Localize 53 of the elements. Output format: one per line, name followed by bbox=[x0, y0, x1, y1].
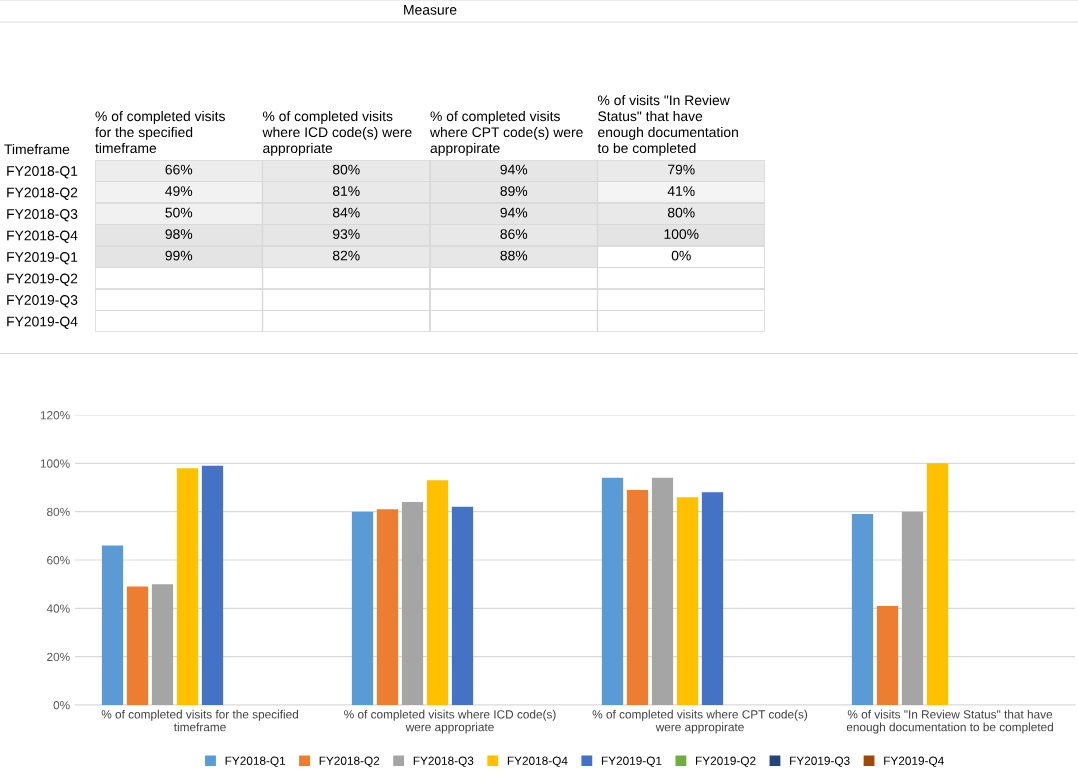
y-tick-label: FY2018-Q3 bbox=[7, 209, 78, 222]
data-label: 41% bbox=[667, 186, 695, 196]
data-label: 50% bbox=[165, 207, 193, 218]
data-label: 100% bbox=[664, 229, 699, 239]
x-tick-label: % of completed visits for the specified timeframe bbox=[95, 110, 225, 154]
data-label: 94% bbox=[500, 164, 528, 175]
data-label: 93% bbox=[333, 229, 360, 239]
y-tick-label: 120% bbox=[40, 411, 70, 420]
data-label: 89% bbox=[500, 186, 528, 196]
data-label: 66% bbox=[165, 164, 193, 175]
y-axis-title: Timeframe bbox=[4, 144, 70, 155]
legend-label: FY2019-Q1 bbox=[601, 756, 662, 768]
y-tick-label: FY2019-Q3 bbox=[7, 295, 78, 308]
data-label: 82% bbox=[332, 250, 360, 261]
y-tick-label: FY2018-Q2 bbox=[7, 187, 78, 200]
data-label: 0% bbox=[671, 250, 691, 261]
legend-label: FY2019-Q2 bbox=[696, 756, 756, 768]
y-tick-label: 100% bbox=[40, 459, 70, 468]
y-tick-label: FY2019-Q2 bbox=[7, 273, 78, 286]
y-tick-label: FY2019-Q4 bbox=[7, 316, 78, 329]
data-label: 88% bbox=[500, 250, 528, 261]
data-label: 81% bbox=[332, 186, 360, 196]
data-label: 94% bbox=[500, 207, 528, 218]
legend-label: FY2019-Q3 bbox=[790, 756, 850, 768]
data-label: 49% bbox=[165, 186, 193, 196]
y-tick-label: 80% bbox=[47, 507, 70, 517]
x-tick-label: % of completed visits where ICD code(s) were appropriate bbox=[262, 110, 412, 156]
data-label: 80% bbox=[332, 164, 360, 175]
legend-label: FY2018-Q1 bbox=[225, 756, 286, 768]
data-label: 86% bbox=[500, 229, 528, 239]
x-tick-label: % of completed visits where CPT code(s) were appropirate bbox=[592, 709, 808, 734]
y-tick-label: FY2018-Q4 bbox=[7, 230, 78, 243]
chart-title: Measure bbox=[404, 5, 457, 15]
x-tick-label: % of visits "In Review Status" that have enough documentation to be completed bbox=[846, 709, 1053, 734]
y-tick-label: FY2019-Q1 bbox=[7, 252, 78, 265]
legend-label: FY2019-Q4 bbox=[884, 756, 944, 768]
data-label: 80% bbox=[667, 207, 695, 218]
data-label: 98% bbox=[165, 229, 193, 239]
data-label: 84% bbox=[332, 207, 360, 218]
y-tick-label: 20% bbox=[47, 652, 70, 662]
legend-label: FY2018-Q3 bbox=[413, 756, 474, 768]
legend-label: FY2018-Q2 bbox=[319, 756, 380, 768]
y-tick-label: 40% bbox=[46, 604, 70, 613]
x-tick-label: % of completed visits for the specified timeframe bbox=[101, 709, 298, 732]
data-label: 79% bbox=[668, 164, 695, 175]
legend-label: FY2018-Q4 bbox=[507, 756, 568, 768]
x-tick-label: % of completed visits where ICD code(s) were appropriate bbox=[344, 709, 556, 734]
y-tick-label: FY2018-Q1 bbox=[7, 166, 78, 179]
y-tick-label: 60% bbox=[47, 556, 70, 565]
x-tick-label: % of visits "In Review Status" that have enough documentation to be completed bbox=[597, 94, 738, 156]
data-label: 99% bbox=[165, 250, 193, 261]
y-tick-label: 0% bbox=[53, 701, 70, 710]
x-tick-label: % of completed visits where CPT code(s) were appropirate bbox=[429, 110, 583, 156]
